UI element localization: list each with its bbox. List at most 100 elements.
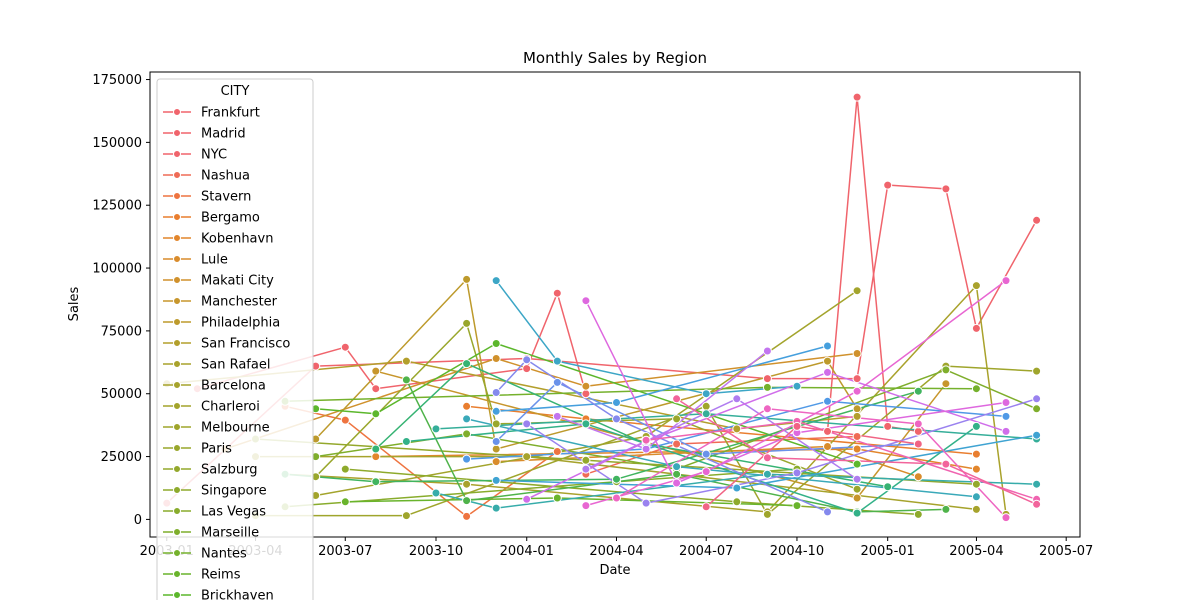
series-2-point-1 — [340, 342, 350, 352]
legend-label: Brickhaven — [201, 589, 274, 600]
legend-swatch-marker — [173, 255, 181, 263]
series-46-point-0 — [701, 502, 711, 512]
series-3-point-2 — [852, 432, 862, 441]
legend-label: Marseille — [201, 526, 259, 541]
series-22-point-0 — [340, 497, 350, 507]
series-33-point-0 — [491, 406, 501, 416]
series-line-36 — [495, 359, 828, 513]
x-tick-label: 2004-07 — [679, 544, 733, 559]
series-40-point-0 — [522, 494, 532, 504]
series-38-point-1 — [732, 394, 742, 404]
series-23-point-3 — [852, 459, 862, 469]
series-27-point-1 — [581, 419, 591, 429]
series-15-point-3 — [762, 509, 772, 519]
series-41-point-0 — [581, 296, 591, 306]
legend-label: Nantes — [201, 547, 247, 562]
series-35-point-1 — [552, 377, 562, 387]
series-34-point-0 — [462, 454, 472, 464]
x-axis-label: Date — [599, 563, 630, 578]
series-43-point-2 — [913, 419, 923, 429]
legend-swatch-marker — [173, 549, 181, 557]
legend-label: Madrid — [201, 127, 246, 142]
series-29-point-2 — [762, 469, 772, 479]
series-43-point-3 — [1001, 513, 1011, 523]
series-24-point-2 — [672, 469, 682, 479]
y-axis-label: Sales — [67, 286, 82, 321]
x-tick-label: 2004-01 — [500, 544, 554, 559]
series-4-point-2 — [462, 511, 472, 521]
series-39-point-1 — [641, 444, 651, 454]
series-28-point-1 — [701, 409, 711, 419]
x-tick-label: 2003-10 — [409, 544, 463, 559]
series-45-point-3 — [1032, 499, 1042, 509]
series-0-point-2 — [883, 421, 893, 431]
series-8-point-2 — [581, 381, 591, 391]
series-24-point-0 — [401, 375, 411, 385]
series-11-point-1 — [401, 356, 411, 366]
legend-label: Singapore — [201, 484, 267, 499]
series-2-point-5 — [581, 389, 591, 399]
series-16-point-2 — [491, 419, 501, 429]
x-tick-label: 2005-04 — [949, 544, 1003, 559]
series-38-point-2 — [852, 474, 862, 484]
legend-label: San Rafael — [201, 358, 270, 373]
series-1-point-5 — [883, 180, 893, 190]
series-42-point-2 — [852, 386, 862, 396]
series-line-31 — [495, 280, 798, 395]
series-36-point-2 — [612, 414, 621, 424]
legend-label: Paris — [201, 442, 232, 457]
legend-swatch-marker — [173, 486, 181, 494]
legend: CITY Frankfurt Madrid NYC Nashua Stavern Berg… — [156, 78, 314, 600]
series-21-point-1 — [762, 382, 772, 392]
y-tick-label: 100000 — [92, 262, 142, 277]
y-tick-label: 150000 — [92, 136, 142, 151]
series-26-point-1 — [462, 359, 472, 369]
series-37-point-3 — [1032, 394, 1042, 404]
series-9-point-2 — [941, 379, 951, 389]
series-37-point-1 — [641, 498, 651, 508]
series-42-point-0 — [581, 501, 591, 511]
series-10-point-1 — [462, 274, 472, 284]
series-line-8 — [224, 352, 858, 450]
series-32-point-1 — [732, 483, 742, 493]
series-4-point-3 — [552, 447, 562, 456]
legend-swatch-marker — [173, 423, 181, 431]
series-39-point-2 — [762, 346, 772, 356]
legend-swatch-marker — [173, 339, 181, 347]
series-37-point-0 — [522, 419, 532, 429]
series-10-point-3 — [823, 356, 832, 366]
series-5-point-0 — [462, 401, 472, 411]
series-42-point-3 — [1001, 276, 1011, 286]
series-18-point-2 — [913, 509, 923, 519]
x-tick-label: 2004-10 — [770, 544, 824, 559]
series-2-point-2 — [371, 384, 381, 394]
series-38-point-0 — [581, 464, 591, 474]
series-12-point-3 — [971, 281, 981, 291]
series-13-point-2 — [971, 504, 981, 514]
series-20-point-4 — [1032, 404, 1042, 414]
series-36-point-3 — [823, 507, 832, 517]
series-46-point-2 — [913, 439, 923, 449]
series-37-point-2 — [792, 468, 802, 478]
series-16-point-3 — [672, 414, 682, 424]
series-20-point-1 — [462, 429, 472, 439]
legend-swatch-marker — [173, 192, 181, 200]
series-26-point-0 — [371, 444, 381, 454]
series-7-point-1 — [823, 442, 832, 451]
legend-swatch-marker — [173, 444, 181, 452]
series-14-point-2 — [852, 286, 862, 296]
series-43-point-1 — [762, 404, 772, 414]
series-16-point-4 — [852, 484, 862, 494]
series-5-point-2 — [971, 449, 981, 459]
legend-swatch-marker — [173, 360, 181, 368]
series-7-point-2 — [913, 472, 923, 482]
series-28-point-0 — [431, 424, 441, 434]
x-tick-label: 2005-01 — [861, 544, 915, 559]
series-31-point-2 — [701, 389, 711, 399]
series-2-point-3 — [522, 364, 532, 374]
y-tick-label: 75000 — [101, 324, 142, 339]
legend-label: Manchester — [201, 295, 278, 310]
series-line-42 — [585, 279, 1007, 507]
series-40-point-2 — [823, 367, 832, 377]
series-25-point-1 — [371, 477, 381, 487]
